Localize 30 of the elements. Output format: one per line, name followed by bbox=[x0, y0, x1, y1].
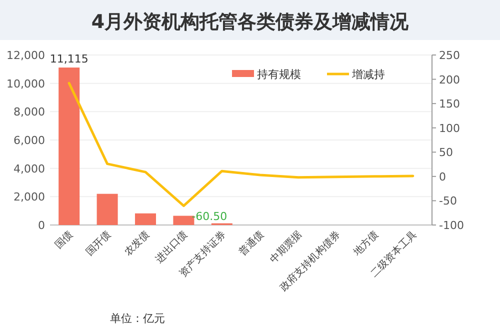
y-tick-label: 12,000 bbox=[6, 49, 45, 62]
y-tick-label: 0 bbox=[38, 219, 45, 232]
bar bbox=[58, 68, 80, 225]
legend-label: 增减持 bbox=[351, 68, 385, 81]
y2-tick-label: 150 bbox=[439, 98, 460, 111]
y-tick-label: 4,000 bbox=[14, 162, 45, 176]
bar bbox=[134, 213, 156, 225]
y2-tick-label: -100 bbox=[439, 219, 464, 232]
x-tick-label: 农发债 bbox=[122, 229, 152, 258]
y-tick-label: 2,000 bbox=[14, 190, 45, 204]
y2-tick-label: 200 bbox=[439, 73, 460, 86]
y-tick-label: 8,000 bbox=[14, 106, 45, 119]
x-tick-label: 普通债 bbox=[236, 228, 266, 258]
line-series bbox=[68, 82, 414, 208]
y2-tick-label: -50 bbox=[439, 194, 457, 208]
y2-tick-label: 0 bbox=[439, 170, 446, 184]
y2-tick-label: 100 bbox=[439, 122, 460, 135]
y-tick-label: 6,000 bbox=[14, 134, 45, 147]
y2-tick-label: 250 bbox=[439, 49, 460, 62]
data-label: 11,115 bbox=[50, 52, 88, 66]
y-tick-label: 10,000 bbox=[6, 77, 45, 90]
bar bbox=[96, 194, 118, 225]
data-label: -60.50 bbox=[192, 210, 228, 223]
x-tick-label: 国开债 bbox=[84, 229, 114, 258]
legend-label: 持有规模 bbox=[257, 68, 301, 81]
x-tick-label: 国债 bbox=[53, 229, 76, 252]
y2-tick-label: 50 bbox=[439, 146, 453, 160]
text: 单位：亿元 bbox=[110, 312, 165, 325]
x-tick-label: 地方债 bbox=[350, 228, 381, 260]
chart-title: 4月外资机构托管各类债券及增减情况 bbox=[91, 11, 410, 33]
